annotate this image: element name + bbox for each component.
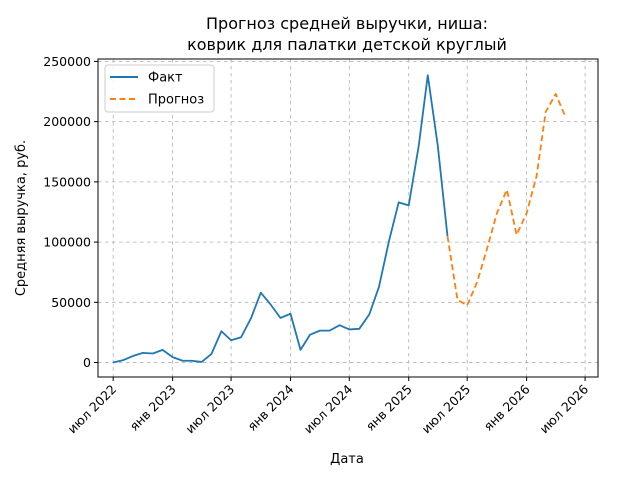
legend-label-forecast: Прогноз	[148, 93, 204, 108]
legend: Факт Прогноз	[104, 64, 215, 113]
x-tick-label: июл 2026	[536, 381, 591, 436]
chart-title-line-1: Прогноз средней выручки, ниша:	[206, 14, 488, 33]
y-tick-label: 250000	[43, 54, 91, 69]
series-line-forecast	[446, 93, 567, 307]
x-ticks: июл 2022 янв 2023 июл 2023 янв 2024 июл 2024…	[65, 377, 591, 437]
x-tick-label: июл 2023	[182, 382, 237, 437]
x-tick-label: июл 2022	[65, 382, 120, 437]
x-axis-label: Дата	[330, 452, 364, 467]
x-tick-label: янв 2025	[363, 382, 415, 434]
y-tick-label: 50000	[51, 295, 91, 310]
y-tick-label: 200000	[43, 114, 91, 129]
plot-frame	[97, 58, 599, 378]
legend-label-fact: Факт	[148, 71, 183, 86]
x-tick-label: июл 2024	[301, 381, 356, 436]
x-tick-label: янв 2023	[127, 382, 179, 434]
chart-title-line-2: коврик для палатки детской круглый	[187, 35, 507, 54]
y-ticks: 0 50000 100000 150000 200000 250000	[43, 54, 98, 370]
y-tick-label: 0	[83, 355, 91, 370]
x-tick-label: янв 2024	[244, 381, 296, 433]
y-axis-label: Средняя выручка, руб.	[14, 140, 29, 296]
y-tick-label: 150000	[43, 174, 91, 189]
series-layer	[112, 74, 567, 364]
x-tick-label: янв 2026	[481, 381, 533, 433]
y-tick-label: 100000	[43, 235, 91, 250]
series-line-fact	[112, 74, 449, 364]
x-tick-label: июл 2025	[419, 382, 474, 437]
